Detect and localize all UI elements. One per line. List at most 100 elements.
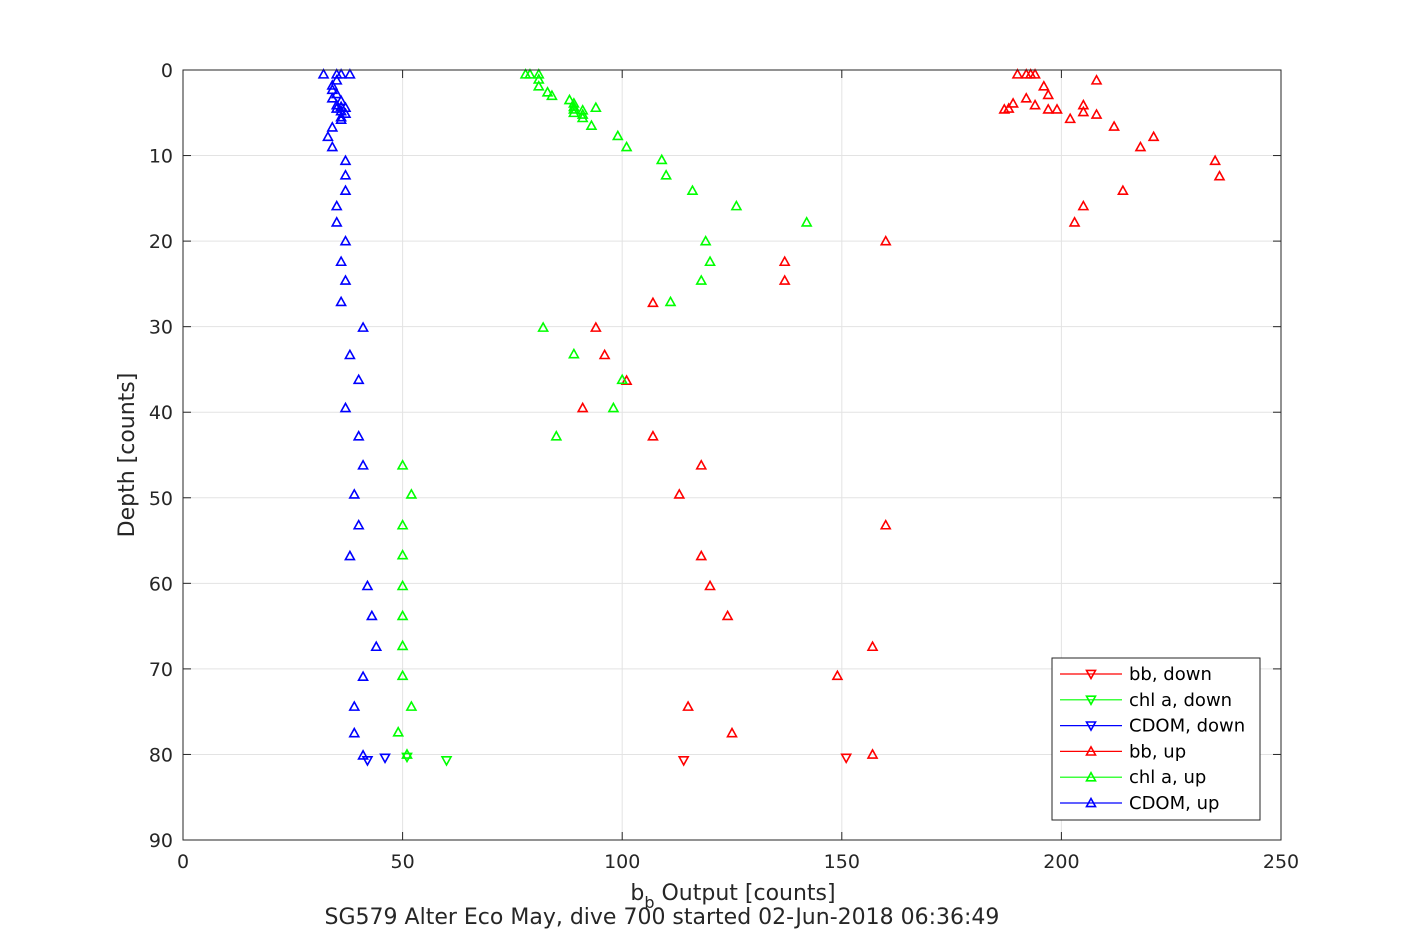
y-tick-label: 50: [149, 488, 173, 510]
data-point: [339, 184, 352, 196]
y-tick-label: 90: [149, 830, 173, 852]
data-point: [335, 94, 347, 106]
data-point: [335, 255, 347, 267]
data-point: [563, 93, 576, 105]
series-cdom-up: [317, 68, 383, 760]
data-point: [344, 348, 356, 360]
data-point: [330, 216, 343, 227]
data-point: [348, 726, 361, 738]
legend-label: bb, down: [1129, 664, 1212, 685]
data-point: [326, 121, 339, 132]
data-point: [546, 89, 558, 101]
x-tick-label: 250: [1263, 851, 1299, 873]
data-point: [405, 700, 418, 711]
data-point: [1209, 154, 1221, 166]
legend-box: [1051, 657, 1261, 821]
data-point: [396, 669, 409, 681]
data-point: [576, 111, 589, 123]
y-tick-label: 0: [161, 60, 173, 82]
data-point: [330, 102, 343, 113]
data-point: [800, 216, 813, 227]
legend: bb, down chl a, down CDOM, down bb, up chl a…: [1051, 657, 1261, 821]
data-point: [879, 234, 892, 246]
data-point: [361, 756, 374, 767]
data-point: [607, 401, 620, 413]
data-point: [339, 154, 352, 166]
data-point: [357, 321, 369, 332]
data-point: [704, 255, 716, 267]
data-point: [352, 430, 365, 441]
y-tick-label: 70: [149, 659, 173, 681]
data-point: [695, 549, 708, 561]
data-point: [322, 130, 334, 142]
legend-marker: [1085, 796, 1097, 808]
x-axis-label-rest: Output [counts]: [655, 881, 836, 906]
data-point: [365, 609, 378, 621]
data-point: [1134, 140, 1147, 152]
y-tick-label: 10: [149, 146, 173, 168]
data-point: [699, 234, 712, 246]
data-point: [396, 548, 409, 560]
data-point: [335, 68, 347, 79]
data-point: [1007, 97, 1019, 108]
legend-marker: [1085, 721, 1097, 732]
x-axis-label-main: b: [630, 881, 644, 906]
data-point: [348, 700, 361, 711]
plot-frame: [182, 69, 1282, 841]
x-tick-label: 200: [1043, 851, 1079, 873]
y-axis-label: Depth [counts]: [115, 373, 140, 538]
legend-label: CDOM, down: [1129, 716, 1245, 737]
data-point: [998, 103, 1011, 114]
data-point: [1077, 199, 1090, 211]
x-axis-label: bb Output [counts]: [630, 881, 835, 912]
series-bb-down: [677, 753, 853, 767]
x-tick-label: 100: [604, 851, 640, 873]
data-point: [1108, 120, 1120, 131]
y-tick-label: 80: [149, 744, 173, 766]
data-point: [1117, 184, 1129, 196]
data-point: [1037, 80, 1050, 91]
series-bb-up: [576, 68, 1226, 759]
data-point: [655, 153, 668, 165]
y-tick-label: 40: [149, 402, 173, 424]
data-point: [647, 430, 659, 441]
data-point: [1064, 112, 1077, 124]
legend-marker: [1085, 669, 1097, 681]
data-point: [1042, 88, 1055, 100]
data-point: [339, 169, 352, 180]
data-point: [1051, 103, 1063, 114]
data-point: [532, 68, 545, 79]
data-point: [1068, 216, 1081, 227]
data-point: [357, 459, 369, 470]
data-point: [396, 609, 409, 621]
data-point: [317, 68, 330, 79]
data-point: [1147, 130, 1160, 142]
data-point: [568, 106, 580, 118]
data-point: [339, 401, 352, 413]
data-point: [568, 103, 580, 114]
data-point: [326, 92, 339, 103]
data-point: [1029, 98, 1041, 110]
data-point: [677, 756, 690, 767]
data-point: [1077, 105, 1090, 117]
data-point: [616, 373, 629, 385]
data-point: [1042, 103, 1055, 114]
data-point: [396, 579, 409, 591]
data-point: [589, 101, 602, 113]
data-point: [879, 519, 892, 530]
data-point: [695, 459, 708, 470]
data-point: [598, 348, 611, 360]
data-point: [396, 459, 409, 470]
data-point: [352, 519, 365, 530]
series-chl-a-up: [392, 68, 813, 759]
data-point: [585, 119, 598, 131]
data-point: [335, 110, 347, 122]
y-tick-label: 20: [149, 231, 173, 253]
legend-marker: [1085, 745, 1097, 756]
data-point: [673, 488, 686, 499]
data-point: [357, 670, 369, 681]
data-point: [840, 753, 853, 765]
data-point: [1029, 68, 1041, 79]
data-point: [1090, 74, 1103, 85]
series-cdom-down: [361, 753, 391, 767]
